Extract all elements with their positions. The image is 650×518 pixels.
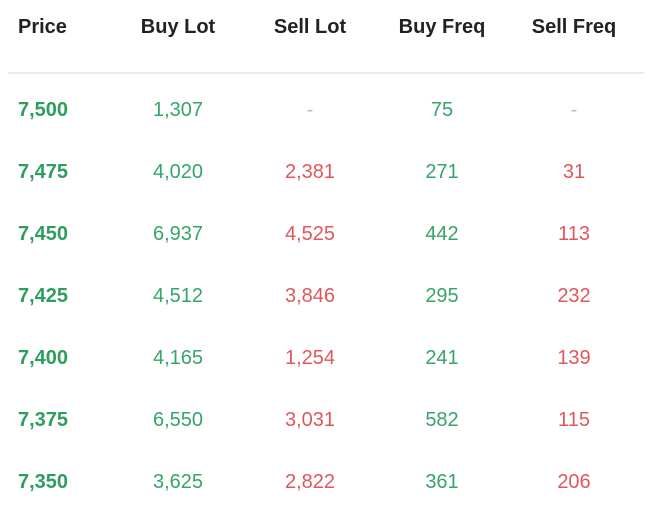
sell-freq-cell: 232 (557, 285, 591, 307)
table-row: 7,350 3,625 2,822 361 206 (0, 463, 650, 503)
sell-freq-cell: - (570, 99, 578, 121)
buy-freq-cell: 271 (425, 161, 459, 183)
header-divider (8, 72, 644, 74)
buy-lot-cell: 6,937 (152, 223, 204, 245)
price-cell: 7,500 (18, 99, 69, 121)
table-row: 7,375 6,550 3,031 582 115 (0, 401, 650, 441)
sell-lot-cell: 3,846 (284, 285, 336, 307)
buy-freq-cell: 241 (425, 347, 459, 369)
sell-lot-cell: 2,381 (284, 161, 336, 183)
buy-lot-cell: 6,550 (152, 409, 204, 431)
price-cell: 7,375 (18, 409, 69, 431)
buy-lot-cell: 4,512 (152, 285, 204, 307)
sell-freq-cell: 31 (562, 161, 586, 183)
sell-lot-cell: - (306, 99, 314, 121)
sell-lot-cell: 1,254 (284, 347, 336, 369)
sell-freq-cell: 206 (557, 471, 591, 493)
sell-lot-cell: 2,822 (284, 471, 336, 493)
price-cell: 7,425 (18, 285, 69, 307)
buy-freq-cell: 442 (425, 223, 459, 245)
buy-freq-cell: 75 (430, 99, 454, 121)
buy-freq-cell: 361 (425, 471, 459, 493)
header-buy-freq: Buy Freq (398, 16, 486, 38)
header-sell-freq: Sell Freq (531, 16, 617, 38)
table-row: 7,475 4,020 2,381 271 31 (0, 153, 650, 193)
price-cell: 7,350 (18, 471, 69, 493)
sell-lot-cell: 3,031 (284, 409, 336, 431)
header-sell-lot: Sell Lot (273, 16, 347, 38)
table-header: Price Buy Lot Sell Lot Buy Freq Sell Fre… (0, 0, 650, 56)
table-row: 7,400 4,165 1,254 241 139 (0, 339, 650, 379)
sell-freq-cell: 113 (558, 223, 590, 245)
sell-freq-cell: 115 (558, 409, 590, 431)
sell-lot-cell: 4,525 (284, 223, 336, 245)
price-cell: 7,450 (18, 223, 69, 245)
header-buy-lot: Buy Lot (140, 16, 216, 38)
buy-lot-cell: 4,020 (152, 161, 204, 183)
sell-freq-cell: 139 (557, 347, 591, 369)
buy-freq-cell: 582 (425, 409, 459, 431)
buy-freq-cell: 295 (425, 285, 459, 307)
table-row: 7,425 4,512 3,846 295 232 (0, 277, 650, 317)
header-price: Price (18, 16, 67, 38)
price-cell: 7,400 (18, 347, 69, 369)
price-cell: 7,475 (18, 161, 69, 183)
buy-lot-cell: 4,165 (152, 347, 204, 369)
table-row: 7,500 1,307 - 75 - (0, 91, 650, 131)
buy-lot-cell: 1,307 (152, 99, 204, 121)
table-row: 7,450 6,937 4,525 442 113 (0, 215, 650, 255)
buy-lot-cell: 3,625 (152, 471, 204, 493)
